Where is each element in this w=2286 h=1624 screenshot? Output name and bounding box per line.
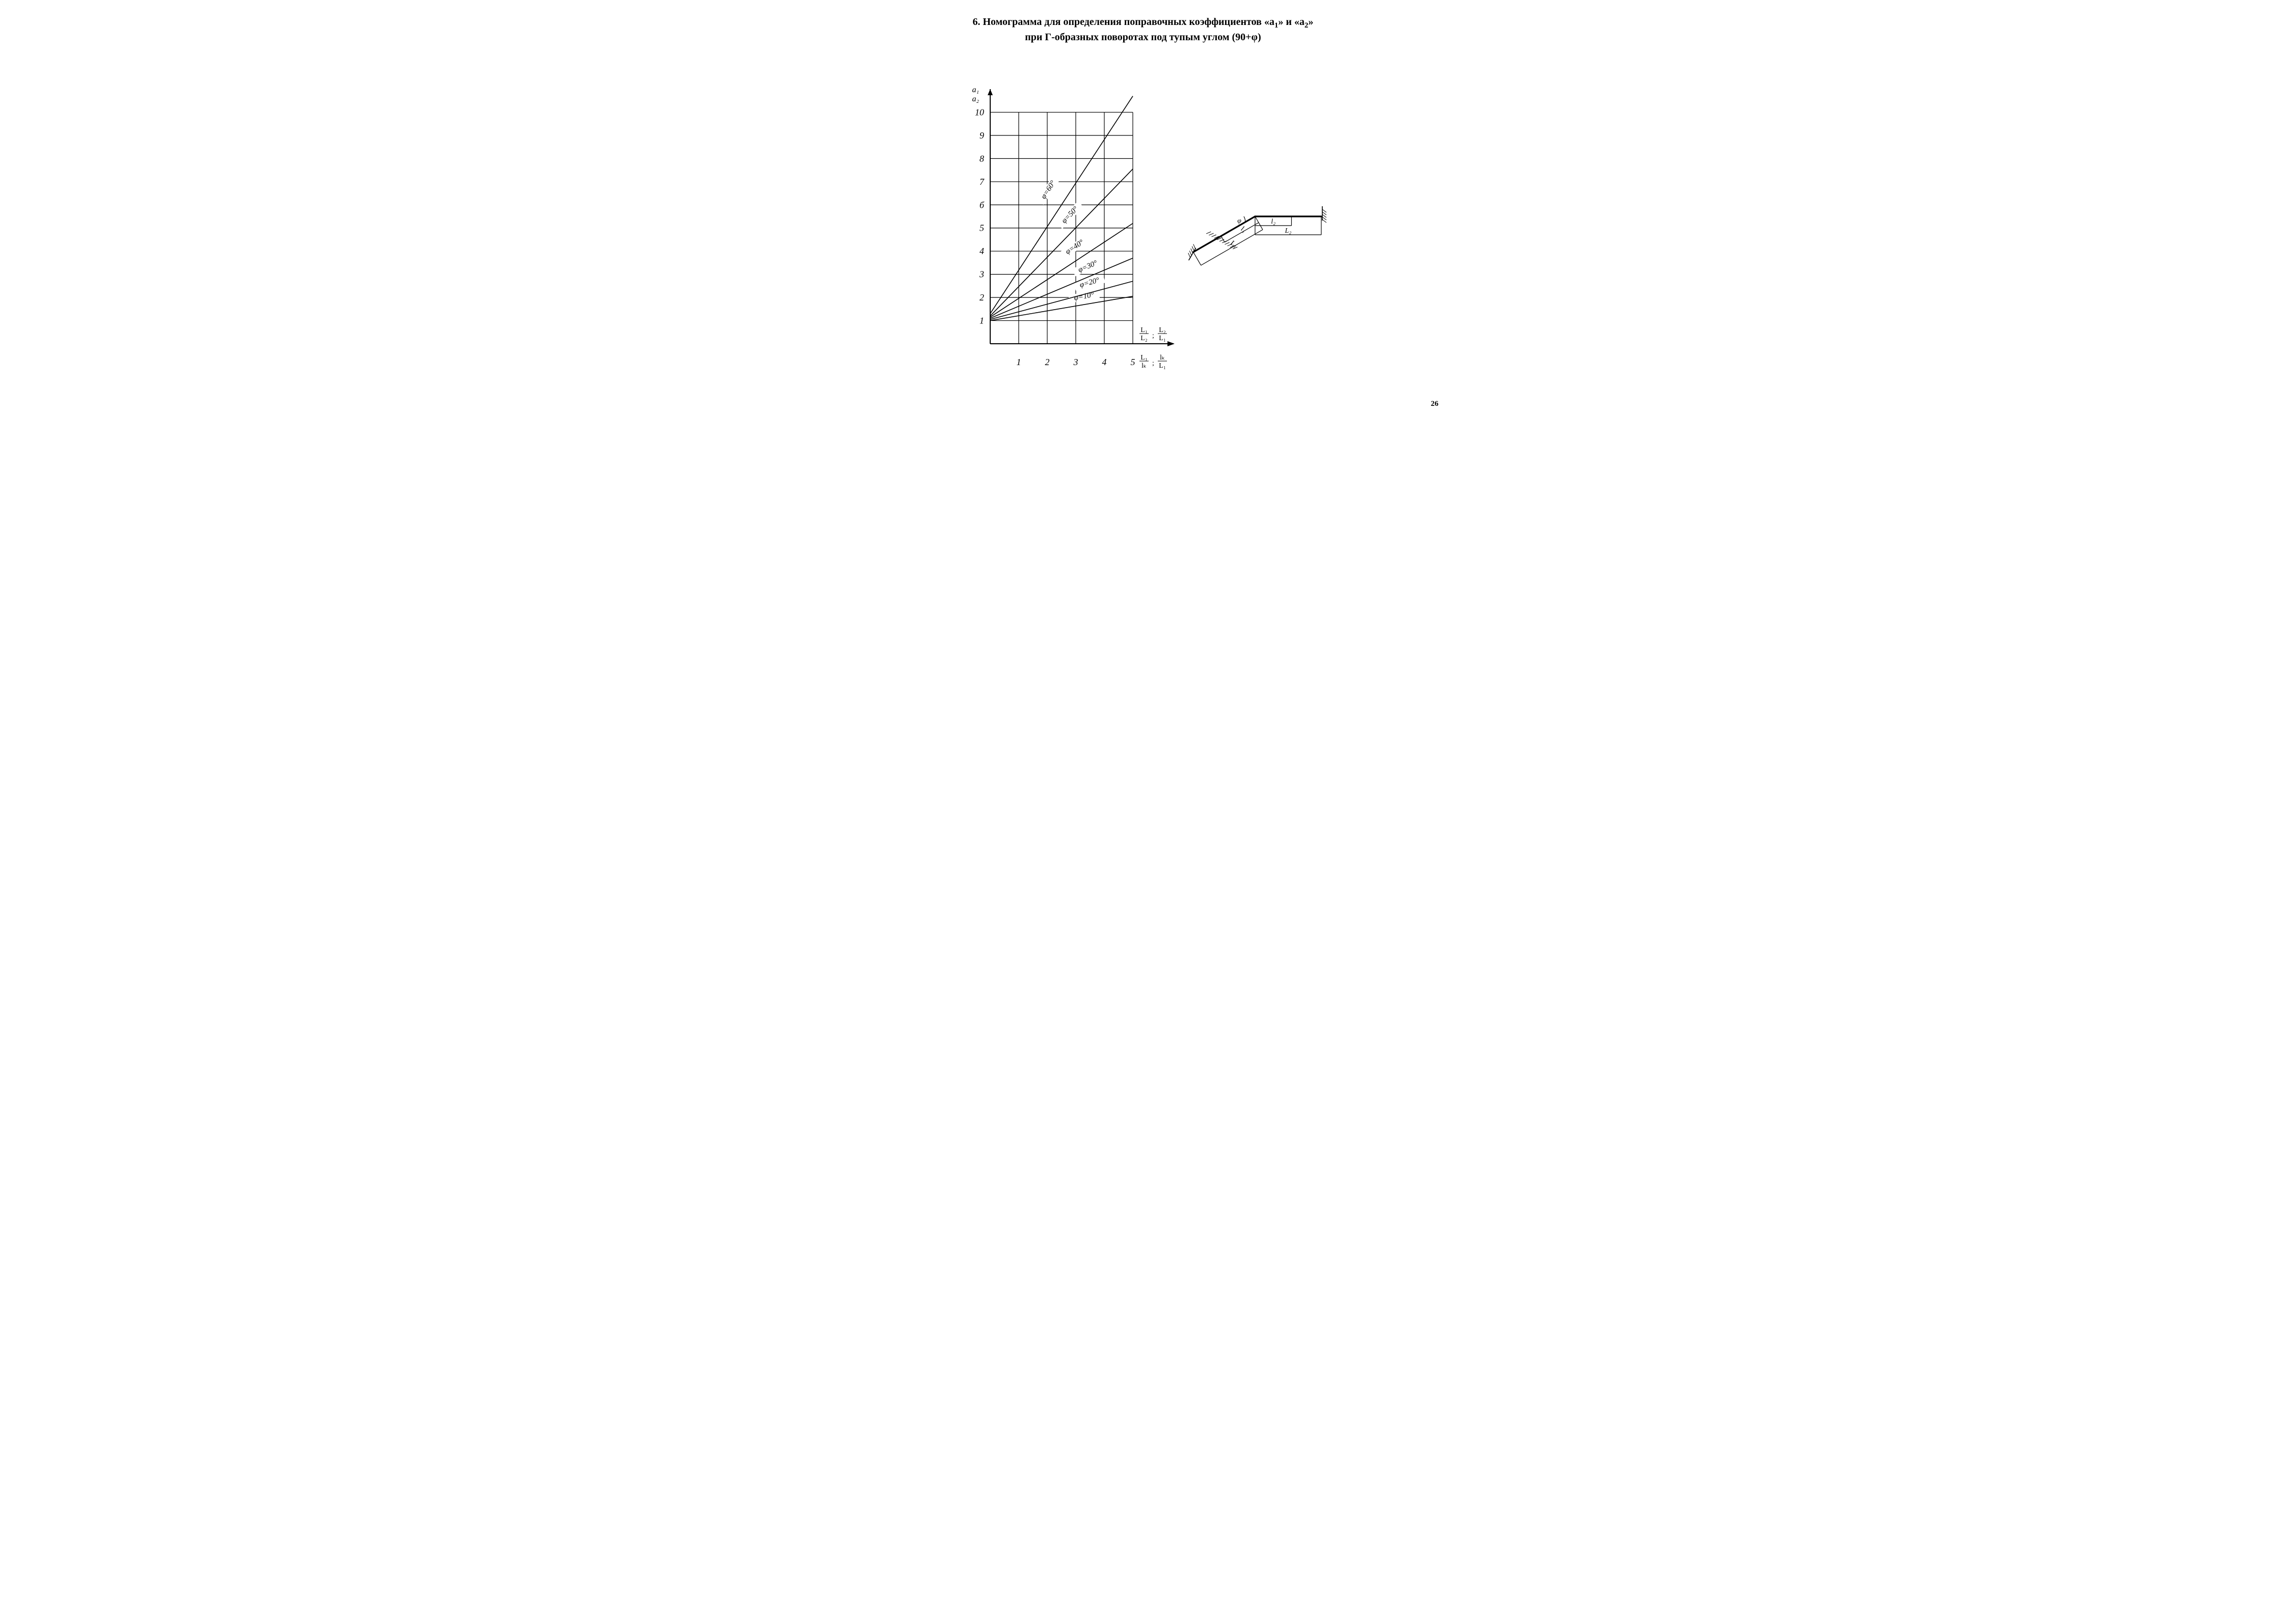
- svg-text:φ=30°: φ=30°: [1077, 259, 1099, 274]
- nomogram-figure: 12345б7891012345a₁a₂φ=10°φ=20°φ=30°φ=40°…: [939, 53, 1347, 392]
- svg-text:a₂: a₂: [972, 95, 979, 103]
- svg-text:l₂: l₂: [1271, 218, 1275, 226]
- svg-text:L₁: L₁: [1229, 239, 1238, 250]
- svg-text:;: ;: [1152, 332, 1154, 340]
- svg-text:;: ;: [1152, 360, 1154, 367]
- svg-text:φ=50°: φ=50°: [1060, 205, 1080, 225]
- svg-text:8: 8: [979, 154, 984, 164]
- svg-text:L₁: L₁: [1159, 335, 1165, 342]
- svg-text:φ=20°: φ=20°: [1079, 277, 1100, 290]
- svg-text:L₂: L₂: [1140, 335, 1148, 342]
- svg-text:L₁: L₁: [1140, 354, 1147, 362]
- svg-text:7: 7: [979, 177, 985, 187]
- svg-text:10: 10: [975, 107, 984, 118]
- svg-text:9: 9: [979, 130, 984, 141]
- page-title: 6. Номограмма для определения поправочны…: [858, 15, 1428, 44]
- svg-text:4: 4: [1102, 357, 1107, 367]
- svg-text:3: 3: [1073, 357, 1078, 367]
- svg-text:l₁: l₁: [1239, 225, 1247, 234]
- page-number: 26: [1431, 400, 1438, 408]
- svg-text:2: 2: [1045, 357, 1050, 367]
- svg-text:φ=60°: φ=60°: [1040, 179, 1057, 201]
- svg-text:L₂: L₂: [1159, 326, 1166, 334]
- svg-text:4: 4: [979, 246, 984, 256]
- nomogram-svg: 12345б7891012345a₁a₂φ=10°φ=20°φ=30°φ=40°…: [939, 53, 1347, 390]
- svg-text:L₂: L₂: [1285, 227, 1292, 235]
- svg-text:L₁: L₁: [1140, 326, 1147, 334]
- svg-text:5: 5: [979, 223, 984, 233]
- svg-text:б: б: [979, 200, 985, 210]
- svg-text:a₁: a₁: [972, 86, 979, 94]
- svg-text:φ: φ: [1237, 217, 1241, 225]
- svg-text:φ=40°: φ=40°: [1064, 238, 1085, 256]
- svg-text:lₖ: lₖ: [1160, 354, 1165, 362]
- svg-text:1: 1: [1017, 357, 1021, 367]
- title-line-1: 6. Номограмма для определения поправочны…: [972, 16, 1313, 27]
- title-line-2: при Г-образных поворотах под тупым углом…: [1025, 32, 1261, 43]
- svg-text:5: 5: [1131, 357, 1135, 367]
- svg-text:3: 3: [979, 269, 984, 280]
- svg-text:1: 1: [979, 316, 984, 326]
- svg-text:L₁: L₁: [1159, 362, 1165, 370]
- svg-text:2: 2: [979, 292, 984, 302]
- svg-text:lₖ: lₖ: [1141, 362, 1147, 370]
